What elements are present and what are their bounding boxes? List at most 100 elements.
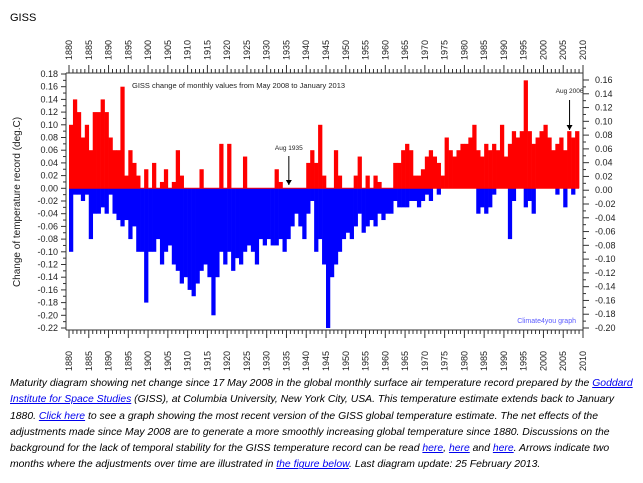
x-tick-label-bottom: 1955	[361, 351, 371, 371]
bar-negative	[155, 188, 161, 240]
y-tick-label-right: -0.04	[595, 213, 616, 223]
bar-negative	[227, 188, 232, 252]
bar-positive	[412, 175, 418, 189]
bar-negative	[278, 188, 283, 240]
bar-negative	[571, 188, 576, 195]
bar-negative	[144, 188, 149, 303]
caption-text: Maturity diagram showing net change sinc…	[10, 378, 593, 389]
bar-negative	[369, 188, 374, 221]
bar-negative	[128, 188, 133, 240]
bar-negative	[511, 188, 517, 201]
link-giss[interactable]: Goddard Institute for Space Studies	[10, 378, 633, 406]
bar-negative	[424, 188, 430, 195]
bar-negative	[242, 188, 248, 252]
y-tick-label-right: -0.18	[595, 309, 616, 319]
link-here-2[interactable]: here	[448, 443, 470, 455]
x-tick-label-bottom: 1980	[459, 351, 469, 371]
x-tick-label-top: 1925	[242, 40, 252, 60]
bar-negative	[322, 188, 327, 265]
bar-negative	[298, 188, 303, 227]
bar-negative	[282, 188, 287, 252]
y-tick-label-right: -0.08	[595, 240, 616, 250]
bar-positive	[72, 99, 78, 189]
axes-layer: 1880 1880 1885 1885 1890 1890 1895 1895 1900 1900…	[37, 40, 615, 371]
bar-positive	[306, 162, 311, 189]
bar-positive	[527, 131, 532, 189]
bar-positive	[555, 143, 560, 189]
link-figure-below[interactable]: the figure below	[276, 459, 350, 471]
bar-negative	[377, 188, 382, 214]
bar-positive	[476, 150, 481, 189]
bar-negative	[488, 188, 493, 208]
y-tick-label-right: 0.10	[595, 116, 613, 126]
bar-positive	[559, 137, 564, 189]
y-tick-label-left: 0.00	[40, 183, 58, 193]
bar-positive	[159, 181, 165, 189]
annotation-label: Aug 2006	[556, 88, 584, 95]
bar-positive	[128, 150, 133, 189]
bar-negative	[124, 188, 129, 221]
bar-positive	[492, 143, 497, 189]
link-click-here[interactable]: Click here	[38, 410, 86, 422]
y-tick-label-left: -0.18	[37, 298, 58, 308]
bar-negative	[171, 188, 177, 265]
y-tick-label-left: -0.08	[37, 234, 58, 244]
bar-positive	[547, 137, 552, 189]
y-tick-label-left: 0.14	[40, 94, 58, 104]
bar-positive	[456, 150, 461, 189]
bar-positive	[484, 143, 489, 189]
bar-negative	[401, 188, 406, 208]
caption-text: ,	[443, 443, 449, 455]
y-tick-label-left: 0.02	[40, 171, 58, 181]
bar-positive	[511, 131, 517, 189]
y-tick-label-right: 0.04	[595, 158, 613, 168]
y-tick-label-left: -0.22	[37, 323, 58, 333]
bar-negative	[409, 188, 414, 201]
bar-negative	[480, 188, 485, 208]
bar-negative	[211, 188, 216, 316]
bar-positive	[377, 181, 382, 189]
bar-negative	[175, 188, 181, 271]
bar-positive	[104, 112, 109, 189]
x-tick-label-bottom: 2010	[578, 351, 588, 371]
bar-negative	[207, 188, 212, 278]
link-here-1[interactable]: here	[422, 443, 444, 455]
chart-title: GISS change of monthly values from May 2…	[132, 81, 345, 90]
bar-negative	[353, 188, 358, 227]
x-tick-label-top: 1920	[222, 40, 232, 60]
y-tick-label-left: 0.18	[40, 69, 58, 79]
bar-negative	[203, 188, 208, 265]
x-tick-label-top: 2000	[538, 40, 548, 60]
bar-negative	[314, 188, 319, 252]
bar-positive	[96, 112, 101, 189]
bar-negative	[349, 188, 354, 240]
bar-negative	[76, 188, 82, 195]
bar-negative	[167, 188, 173, 246]
bar-negative	[318, 188, 323, 240]
bar-negative	[412, 188, 418, 201]
bar-negative	[104, 188, 109, 214]
y-axis-label: Change of temperature record (deg.C)	[12, 117, 23, 287]
bar-positive	[519, 131, 524, 189]
bars-layer	[69, 80, 580, 328]
section-title: GISS	[10, 12, 37, 24]
bar-negative	[80, 188, 86, 201]
bar-negative	[266, 188, 271, 240]
bar-negative	[310, 188, 315, 201]
x-tick-label-top: 1950	[341, 40, 351, 60]
x-tick-label-top: 1895	[123, 40, 133, 60]
bar-positive	[444, 137, 449, 189]
x-tick-label-bottom: 1930	[262, 351, 272, 371]
bar-negative	[290, 188, 295, 227]
bar-positive	[428, 150, 434, 189]
link-here-3[interactable]: here	[492, 443, 514, 455]
y-tick-label-right: -0.20	[595, 323, 616, 333]
y-tick-label-right: 0.12	[595, 103, 613, 113]
bar-negative	[116, 188, 121, 221]
bar-negative	[250, 188, 256, 252]
bar-positive	[108, 137, 113, 189]
bar-negative	[389, 188, 394, 214]
x-tick-label-top: 2010	[578, 40, 588, 60]
bar-negative	[492, 188, 497, 195]
x-tick-label-bottom: 1970	[420, 351, 430, 371]
